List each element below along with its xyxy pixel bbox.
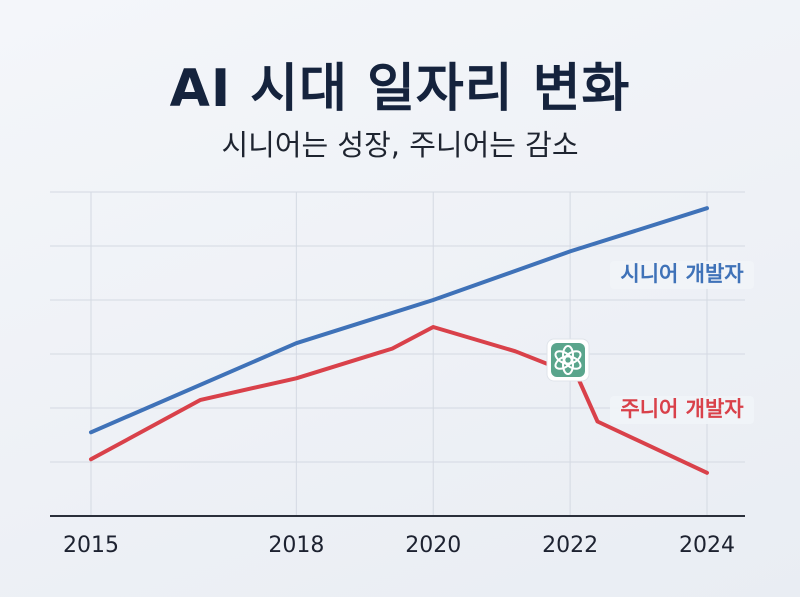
openai-logo-icon xyxy=(546,338,590,382)
series-label-background xyxy=(610,261,754,289)
series-line-junior xyxy=(89,325,709,475)
x-tick-label: 2024 xyxy=(679,533,735,558)
series-label-background xyxy=(610,396,754,424)
x-tick-label: 2022 xyxy=(542,533,598,558)
series-label-junior: 주니어 개발자 xyxy=(620,397,744,421)
x-tick-label: 2020 xyxy=(405,533,461,558)
chart-subtitle: 시니어는 성장, 주니어는 감소 xyxy=(221,128,579,162)
series-label-senior: 시니어 개발자 xyxy=(620,262,744,286)
badge-petal xyxy=(554,350,573,365)
x-tick-label: 2018 xyxy=(268,533,324,558)
series-line-senior xyxy=(89,206,709,435)
x-tick-label: 2015 xyxy=(63,533,119,558)
badge-fill xyxy=(551,343,585,377)
chart-title: AI 시대 일자리 변화 xyxy=(169,59,631,119)
